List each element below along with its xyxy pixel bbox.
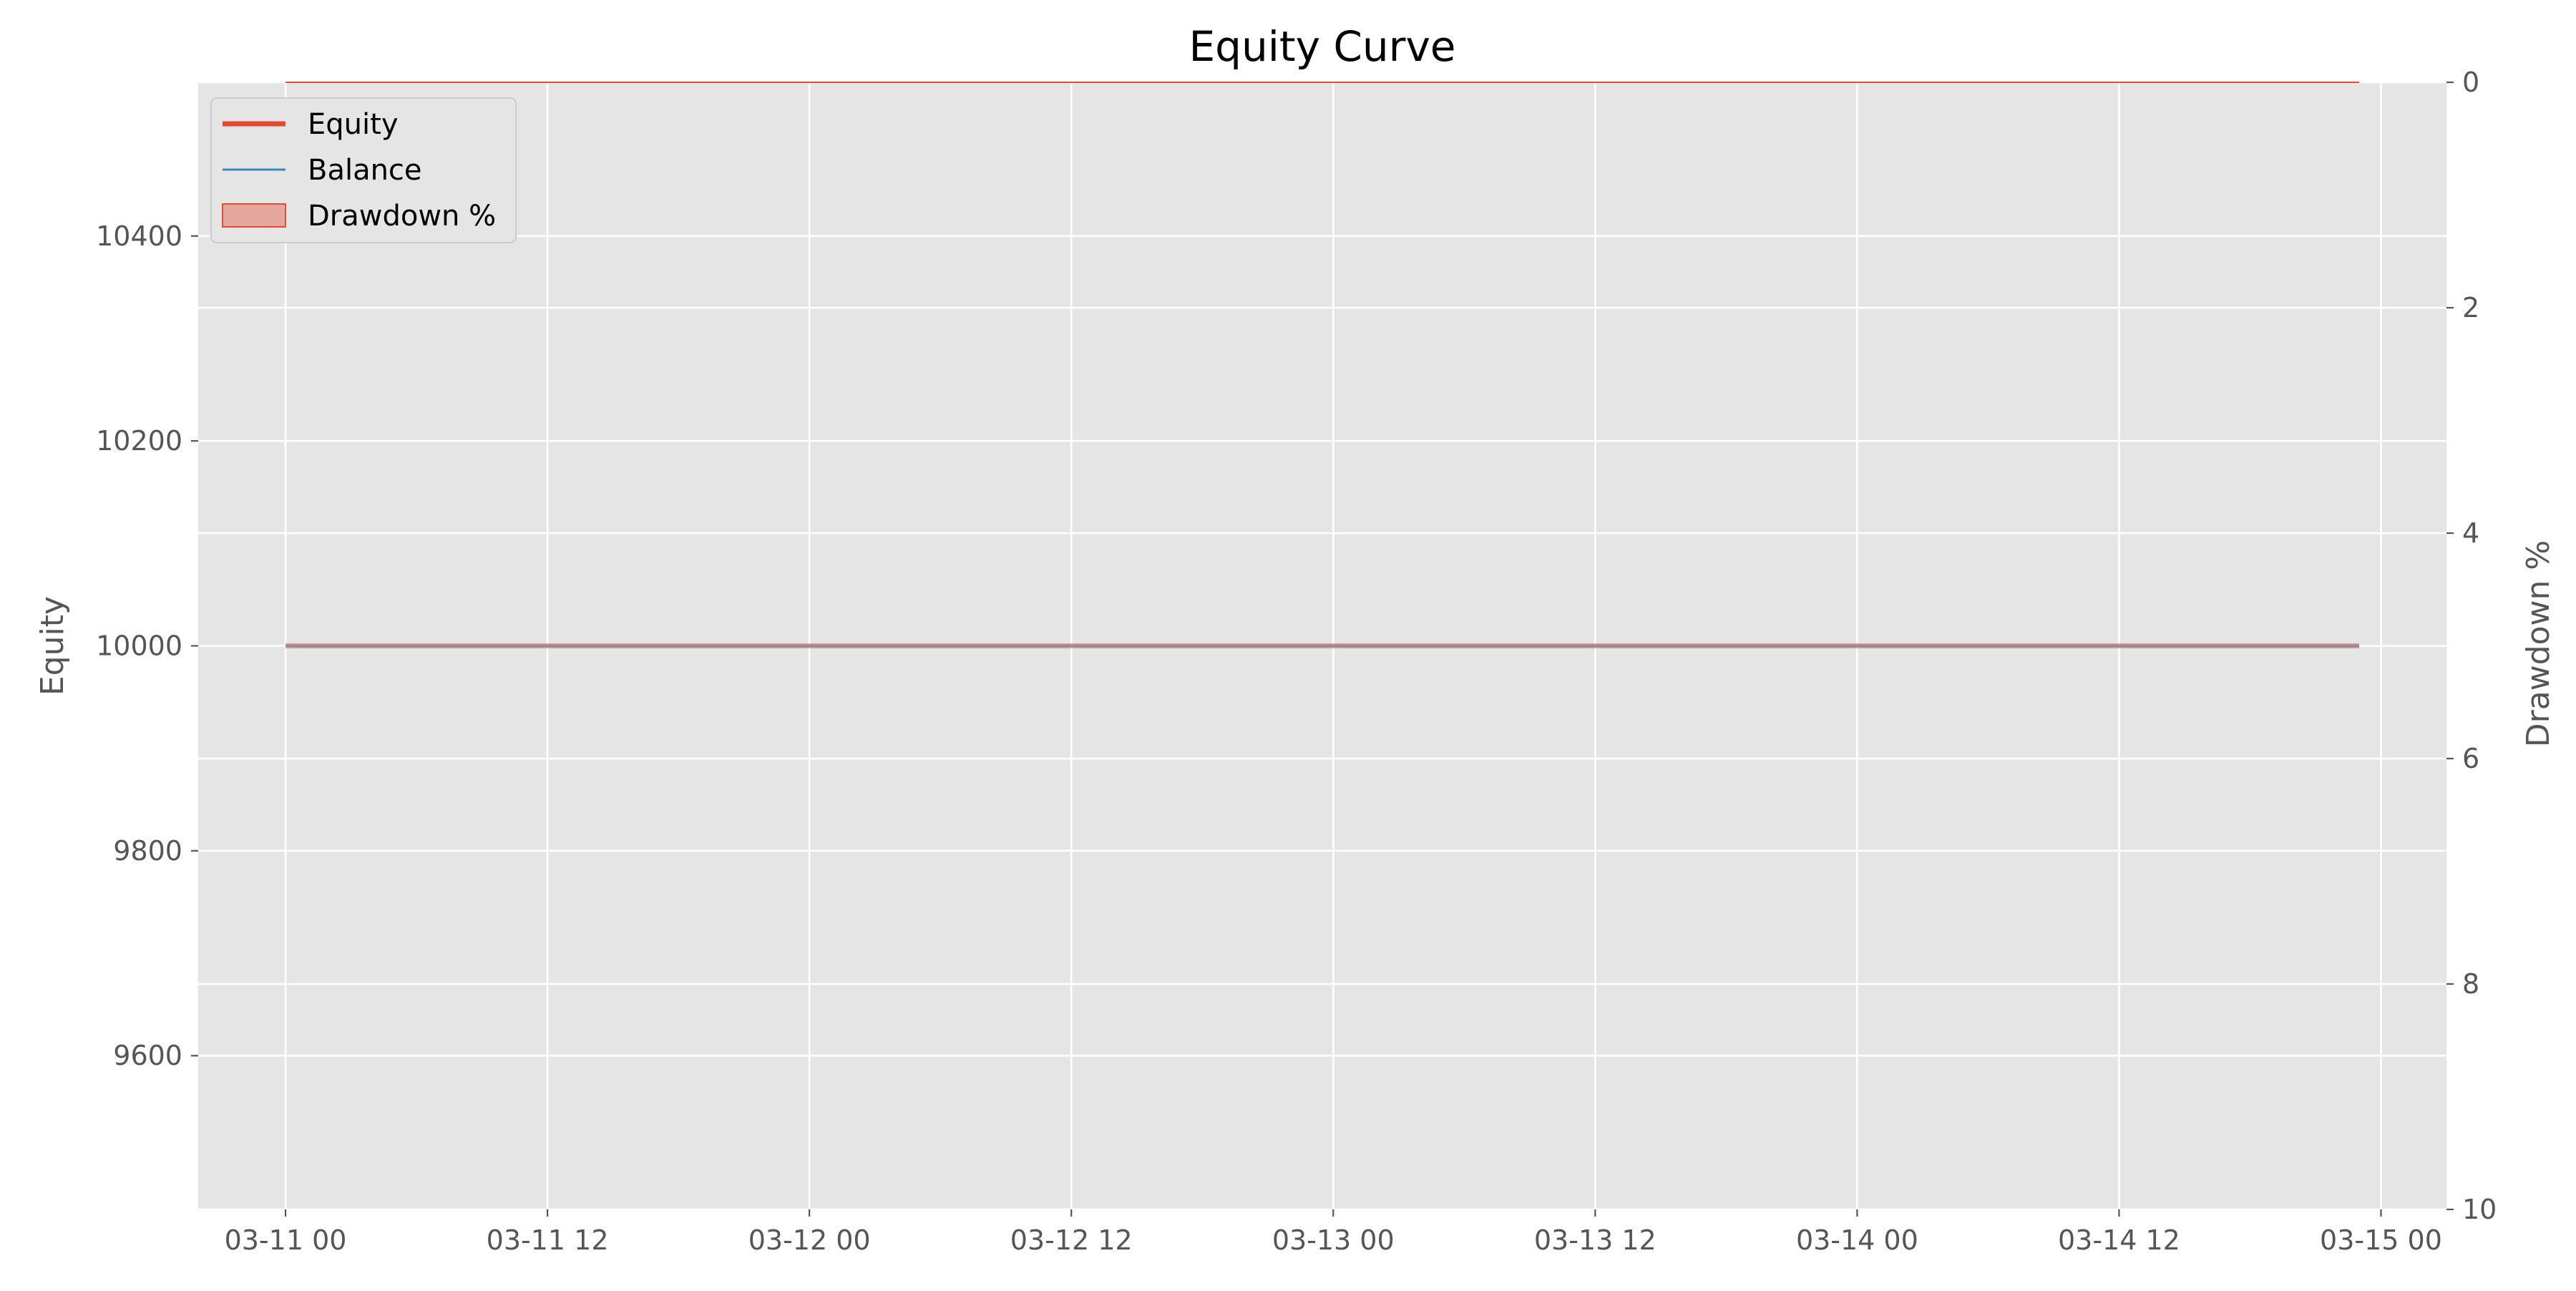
- y2-axis-label: Drawdown %: [2520, 540, 2557, 747]
- legend-item-drawdown-label: Drawdown %: [308, 200, 496, 233]
- legend-item-equity-label: Equity: [308, 108, 398, 141]
- y-tick-label: 10200: [96, 425, 182, 457]
- x-tick-label: 03-13 12: [1534, 1224, 1657, 1256]
- y2-tick-label: 8: [2462, 968, 2479, 1000]
- legend-item-balance-label: Balance: [308, 154, 422, 187]
- legend-item-drawdown-swatch: [222, 203, 286, 228]
- y2-tick-label: 2: [2462, 292, 2479, 323]
- x-tick-label: 03-14 12: [2058, 1224, 2180, 1256]
- y-tick-label: 10400: [96, 220, 182, 252]
- y2-tick-label: 10: [2462, 1194, 2497, 1225]
- chart-title: Equity Curve: [1189, 22, 1456, 71]
- y2-tick-label: 0: [2462, 67, 2479, 98]
- y2-tick-label: 4: [2462, 517, 2479, 549]
- y-tick-label: 9800: [113, 835, 182, 867]
- legend-box: [210, 97, 517, 243]
- x-tick-label: 03-11 12: [487, 1224, 609, 1256]
- x-tick-label: 03-13 00: [1272, 1224, 1395, 1256]
- y2-tick-label: 6: [2462, 743, 2479, 774]
- y-tick-label: 10000: [96, 630, 182, 662]
- y-tick-label: 9600: [113, 1040, 182, 1071]
- x-tick-label: 03-14 00: [1796, 1224, 1918, 1256]
- x-tick-label: 03-12 00: [748, 1224, 871, 1256]
- y-axis-label: Equity: [34, 596, 71, 696]
- x-tick-label: 03-12 12: [1010, 1224, 1133, 1256]
- x-tick-label: 03-11 00: [225, 1224, 347, 1256]
- x-tick-label: 03-15 00: [2320, 1224, 2442, 1256]
